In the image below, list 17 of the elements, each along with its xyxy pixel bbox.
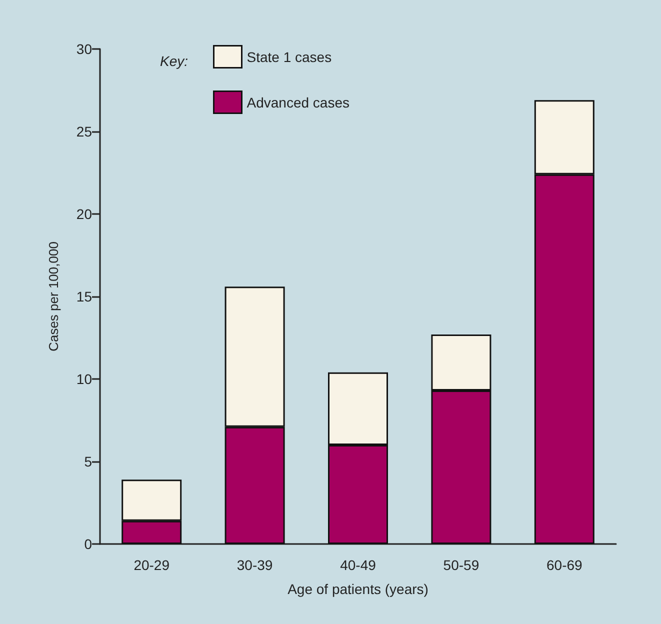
y-tick-label: 25 — [76, 124, 92, 140]
legend-label: State 1 cases — [246, 48, 332, 65]
legend-title: Key: — [160, 53, 188, 69]
x-axis-title: Age of patients (years) — [288, 581, 428, 597]
y-tick-label: 20 — [76, 206, 92, 222]
legend-label: Advanced cases — [246, 94, 350, 110]
x-tick-label: 30-39 — [236, 557, 273, 573]
x-tick-label: 60-69 — [546, 557, 583, 573]
y-axis-title: Cases per 100,000 — [46, 242, 61, 352]
y-tick-label: 30 — [76, 41, 92, 57]
y-tick-label: 0 — [84, 536, 92, 552]
y-tick-label: 10 — [76, 371, 92, 387]
x-tick-label: 40-49 — [340, 557, 376, 573]
x-tick-label: 50-59 — [443, 557, 480, 573]
y-tick-label: 5 — [84, 454, 92, 470]
y-tick-label: 15 — [76, 288, 92, 304]
x-tick-label: 20-29 — [134, 557, 170, 573]
